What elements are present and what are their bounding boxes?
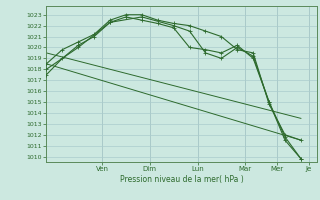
X-axis label: Pression niveau de la mer( hPa ): Pression niveau de la mer( hPa ) bbox=[120, 175, 244, 184]
